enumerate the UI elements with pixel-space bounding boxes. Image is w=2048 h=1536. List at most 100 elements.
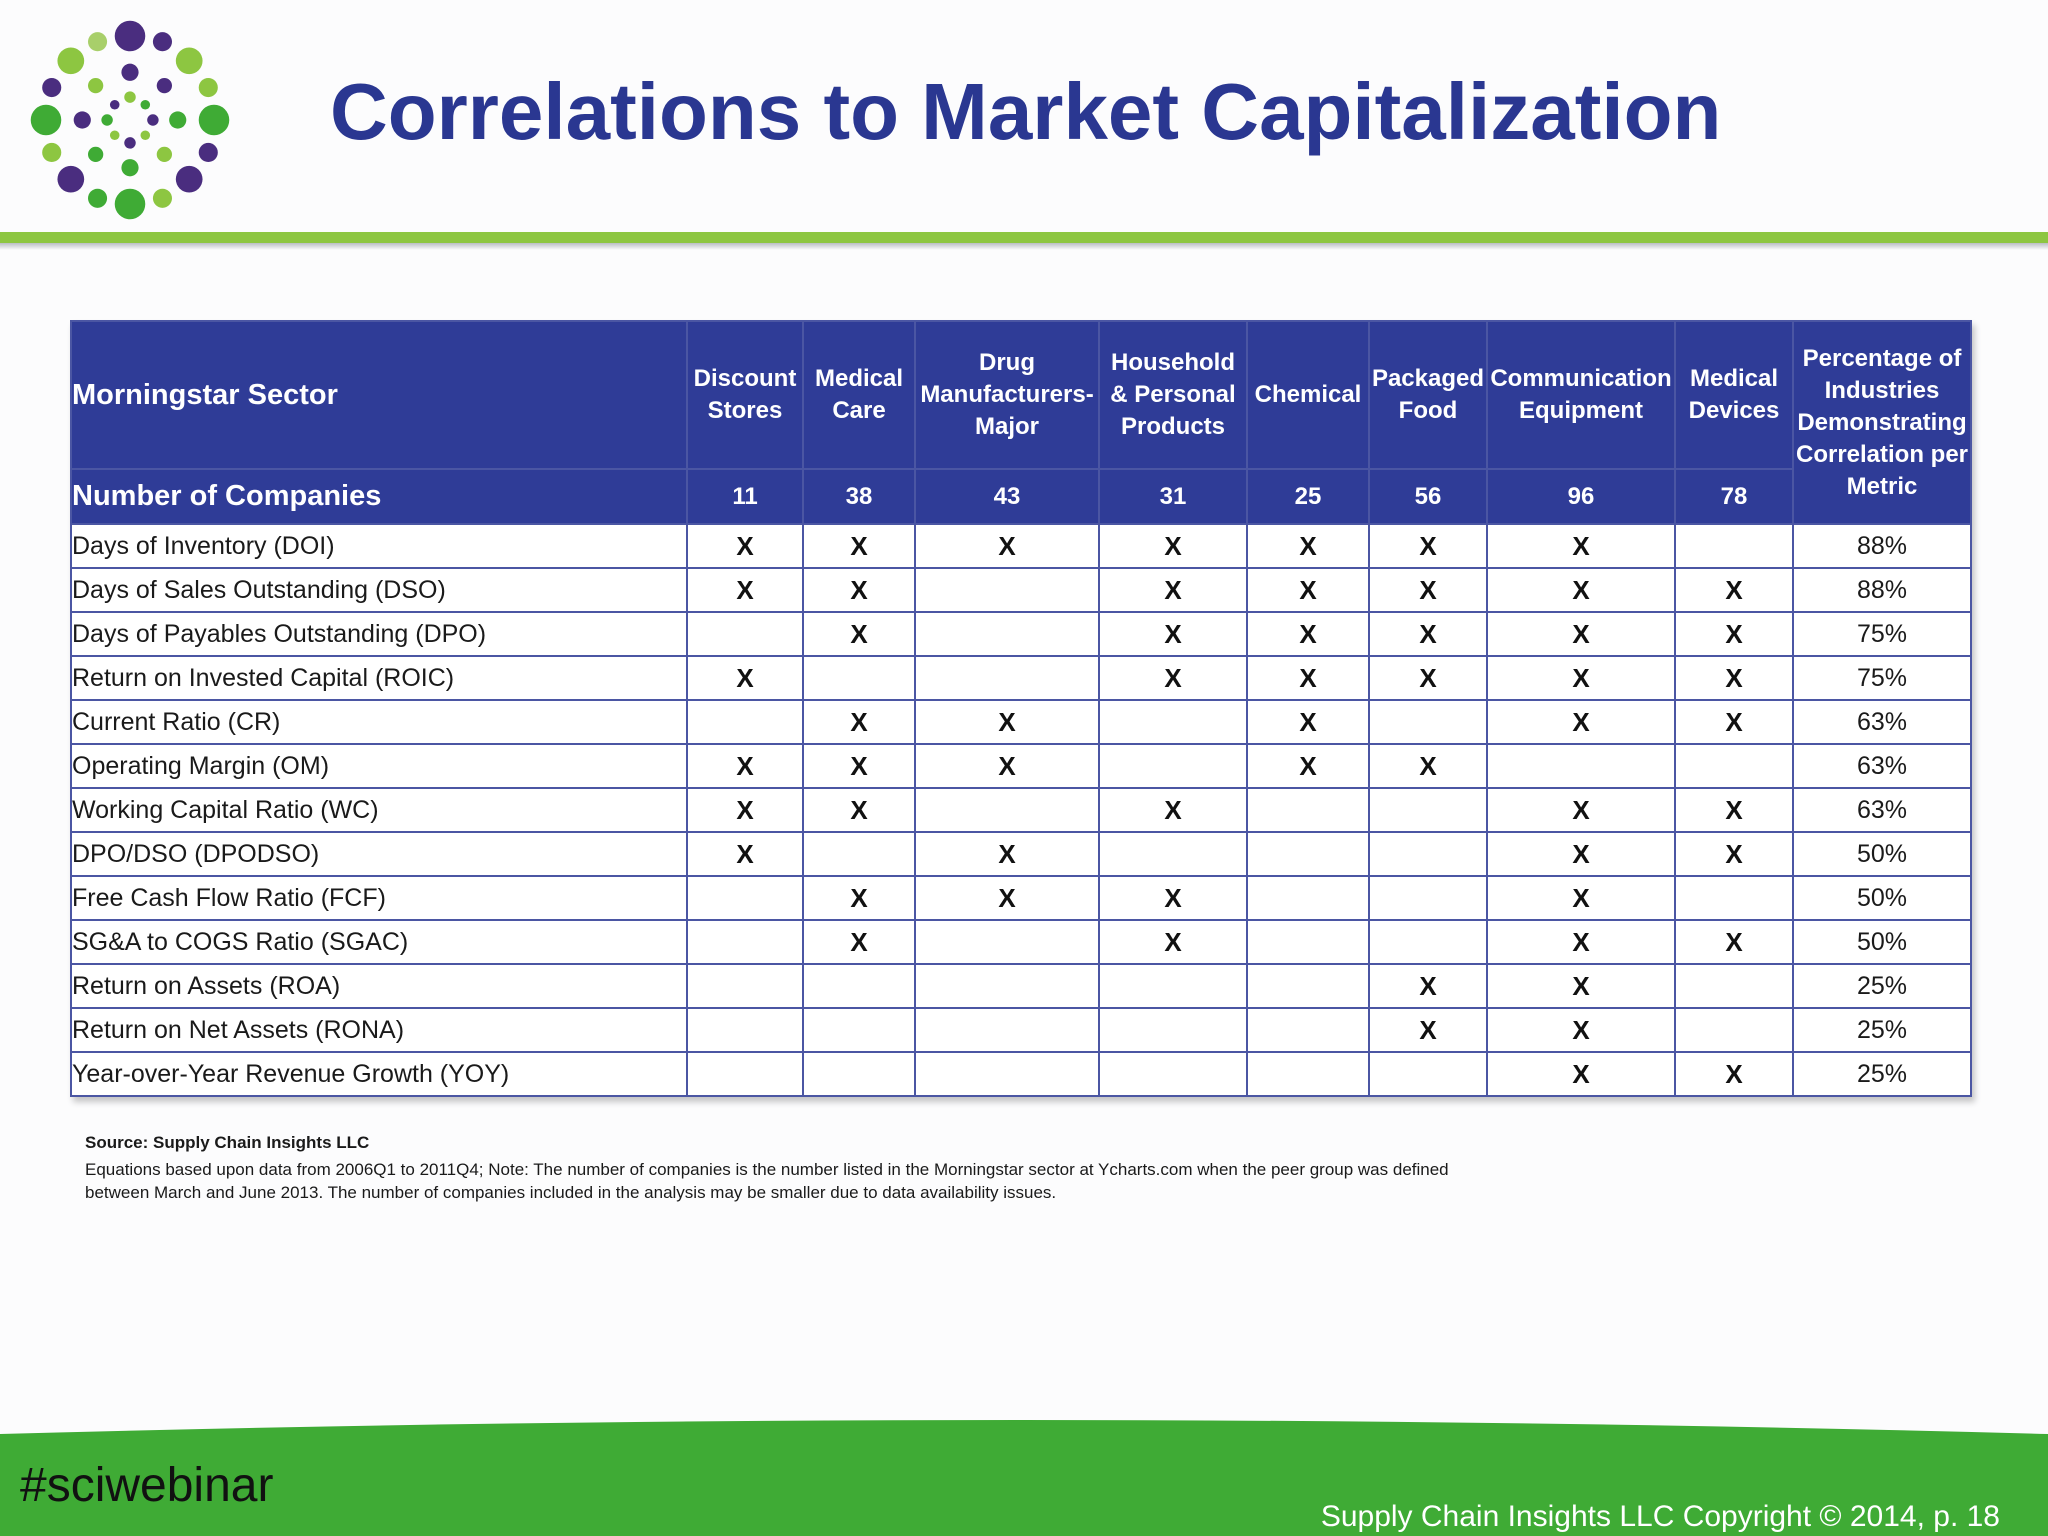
correlation-cell: X	[1674, 699, 1794, 745]
correlation-cell: X	[1674, 1051, 1794, 1097]
correlation-cell: X	[914, 743, 1100, 789]
logo-dot	[88, 146, 104, 162]
percentage-cell: 63%	[1792, 743, 1972, 789]
table-row: SG&A to COGS Ratio (SGAC) X X X X 50%	[70, 919, 1972, 965]
logo-dot	[156, 78, 172, 94]
correlation-cell	[802, 831, 916, 877]
correlation-cell: X	[1486, 611, 1676, 657]
company-count: 96	[1486, 468, 1676, 525]
company-count: 43	[914, 468, 1100, 525]
logo-dot	[124, 137, 136, 149]
column-header: Communication Equipment	[1486, 320, 1676, 470]
logo-dot	[175, 47, 203, 75]
column-header: Medical Care	[802, 320, 916, 470]
table-row: Year-over-Year Revenue Growth (YOY) X X 25%	[70, 1051, 1972, 1097]
company-count: 11	[686, 468, 804, 525]
correlation-cell: X	[802, 611, 916, 657]
correlation-cell	[1098, 699, 1248, 745]
correlation-cell: X	[1368, 963, 1488, 1009]
correlation-cell: X	[1674, 787, 1794, 833]
logo-dot	[198, 78, 218, 98]
metric-label: Days of Sales Outstanding (DSO)	[70, 567, 688, 613]
correlation-cell: X	[802, 919, 916, 965]
correlation-cell: X	[802, 743, 916, 789]
correlation-cell: X	[802, 523, 916, 569]
correlation-cell	[1674, 523, 1794, 569]
correlation-cell: X	[802, 787, 916, 833]
table-row: Days of Inventory (DOI) X X X X X X X 88%	[70, 523, 1972, 569]
table-row: DPO/DSO (DPODSO) X X X X 50%	[70, 831, 1972, 877]
footer-band	[0, 1420, 2048, 1536]
correlation-cell	[1098, 1007, 1248, 1053]
sector-header: Morningstar Sector	[70, 320, 688, 470]
logo-dot	[114, 20, 146, 52]
percentage-cell: 75%	[1792, 655, 1972, 701]
correlation-cell	[1098, 963, 1248, 1009]
correlation-cell: X	[686, 655, 804, 701]
correlation-cell: X	[686, 743, 804, 789]
percentage-cell: 63%	[1792, 699, 1972, 745]
correlation-cell: X	[914, 875, 1100, 921]
correlation-cell	[1246, 919, 1370, 965]
correlation-cell: X	[1486, 919, 1676, 965]
table-notes: Source: Supply Chain Insights LLC Equati…	[85, 1133, 1465, 1204]
column-header: Packaged Food	[1368, 320, 1488, 470]
correlation-cell	[914, 919, 1100, 965]
metric-label: Working Capital Ratio (WC)	[70, 787, 688, 833]
correlation-cell	[802, 1051, 916, 1097]
footer-hashtag: #sciwebinar	[20, 1459, 274, 1512]
logo-dot	[121, 63, 139, 81]
logo-dot	[73, 111, 91, 129]
logo-dot	[124, 91, 136, 103]
percentage-cell: 50%	[1792, 919, 1972, 965]
logo-dot	[109, 99, 120, 110]
percentage-cell: 63%	[1792, 787, 1972, 833]
correlation-cell	[802, 963, 916, 1009]
logo-dot	[30, 104, 62, 136]
correlation-cell	[1368, 787, 1488, 833]
metric-label: DPO/DSO (DPODSO)	[70, 831, 688, 877]
correlation-cell	[1246, 787, 1370, 833]
column-header: Drug Manufacturers- Major	[914, 320, 1100, 470]
correlation-cell	[1246, 1007, 1370, 1053]
logo-dot	[88, 32, 108, 52]
logo-dot	[57, 47, 85, 75]
logo-dot	[42, 78, 62, 98]
correlation-cell	[1368, 919, 1488, 965]
correlation-cell	[1246, 1051, 1370, 1097]
correlation-cell: X	[1098, 567, 1248, 613]
column-header: Discount Stores	[686, 320, 804, 470]
percentage-cell: 50%	[1792, 831, 1972, 877]
correlation-cell	[1246, 831, 1370, 877]
correlation-cell	[1674, 743, 1794, 789]
correlation-cell: X	[1098, 655, 1248, 701]
logo-dot	[156, 146, 172, 162]
company-logo	[30, 20, 230, 220]
percentage-header: Percentage of Industries Demonstrating C…	[1792, 320, 1972, 525]
correlation-cell: X	[1368, 523, 1488, 569]
logo-dot	[57, 165, 85, 193]
correlation-cell	[1486, 743, 1676, 789]
correlation-cell	[802, 655, 916, 701]
logo-dot	[169, 111, 187, 129]
table-row: Free Cash Flow Ratio (FCF) X X X X 50%	[70, 875, 1972, 921]
logo-dot	[114, 188, 146, 220]
correlation-cell: X	[802, 699, 916, 745]
logo-dot	[121, 159, 139, 177]
logo-dot	[175, 165, 203, 193]
column-header: Medical Devices	[1674, 320, 1794, 470]
correlation-cell	[1246, 875, 1370, 921]
column-header: Household & Personal Products	[1098, 320, 1248, 470]
correlation-cell: X	[1098, 919, 1248, 965]
methodology-note: Equations based upon data from 2006Q1 to…	[85, 1160, 1449, 1202]
correlation-cell: X	[1674, 567, 1794, 613]
correlation-cell	[1098, 743, 1248, 789]
correlation-cell	[914, 963, 1100, 1009]
table-row: Return on Net Assets (RONA) X X 25%	[70, 1007, 1972, 1053]
correlation-cell	[914, 655, 1100, 701]
correlation-cell: X	[1486, 655, 1676, 701]
table-row: Return on Invested Capital (ROIC) X X X X X X 7…	[70, 655, 1972, 701]
correlation-cell: X	[1486, 831, 1676, 877]
table-body: Days of Inventory (DOI) X X X X X X X 88% Days of…	[70, 523, 1972, 1097]
percentage-cell: 25%	[1792, 1051, 1972, 1097]
